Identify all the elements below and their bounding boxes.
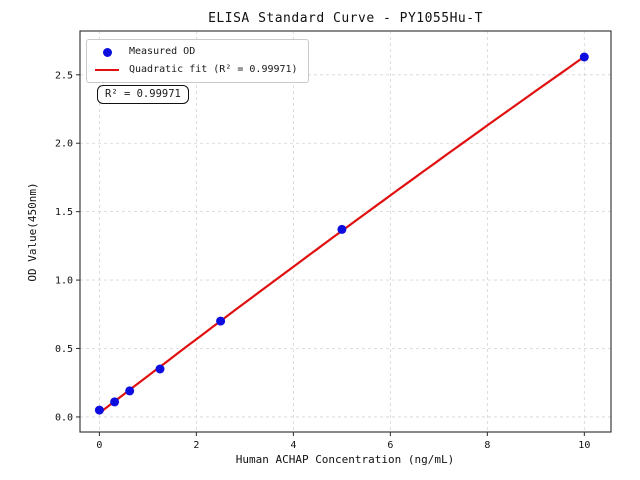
scatter-dot-icon [102,47,112,57]
data-point [216,316,226,326]
x-axis-label: Human ACHAP Concentration (ng/mL) [236,453,455,466]
legend-item-measured-od: Measured OD [94,45,298,59]
r-squared-annotation: R² = 0.99971 [97,85,189,104]
legend-marker [94,47,120,57]
legend-marker [94,68,120,72]
y-tick-label: 0.0 [55,412,73,423]
plot-border [79,30,612,433]
y-tick-label: 1.5 [55,207,73,218]
x-tick-label: 8 [484,440,490,451]
x-tick-label: 6 [387,440,393,451]
x-tick-label: 0 [96,440,102,451]
y-tick-label: 2.5 [55,70,73,81]
quadratic-fit-line [98,55,585,414]
x-tick-label: 4 [290,440,296,451]
legend: Measured OD Quadratic fit (R² = 0.99971) [86,39,309,83]
y-tick-label: 1.0 [55,276,73,287]
y-tick-label: 0.5 [55,344,73,355]
x-tick-label: 2 [193,440,199,451]
data-point [125,386,135,396]
x-tick-label: 10 [578,440,590,451]
data-point [110,397,120,407]
y-tick-label: 2.0 [55,139,73,150]
legend-label-measured-od: Measured OD [129,46,196,57]
data-point [94,405,104,415]
legend-label-quadratic-fit: Quadratic fit (R² = 0.99971) [129,64,298,75]
data-point [337,224,347,234]
data-point [579,52,589,62]
y-axis-label: OD Value(450nm) [26,182,39,281]
legend-item-quadratic-fit: Quadratic fit (R² = 0.99971) [94,63,298,77]
data-point [155,364,165,374]
chart-title: ELISA Standard Curve - PY1055Hu-T [208,11,483,26]
fit-line-icon [95,68,119,72]
